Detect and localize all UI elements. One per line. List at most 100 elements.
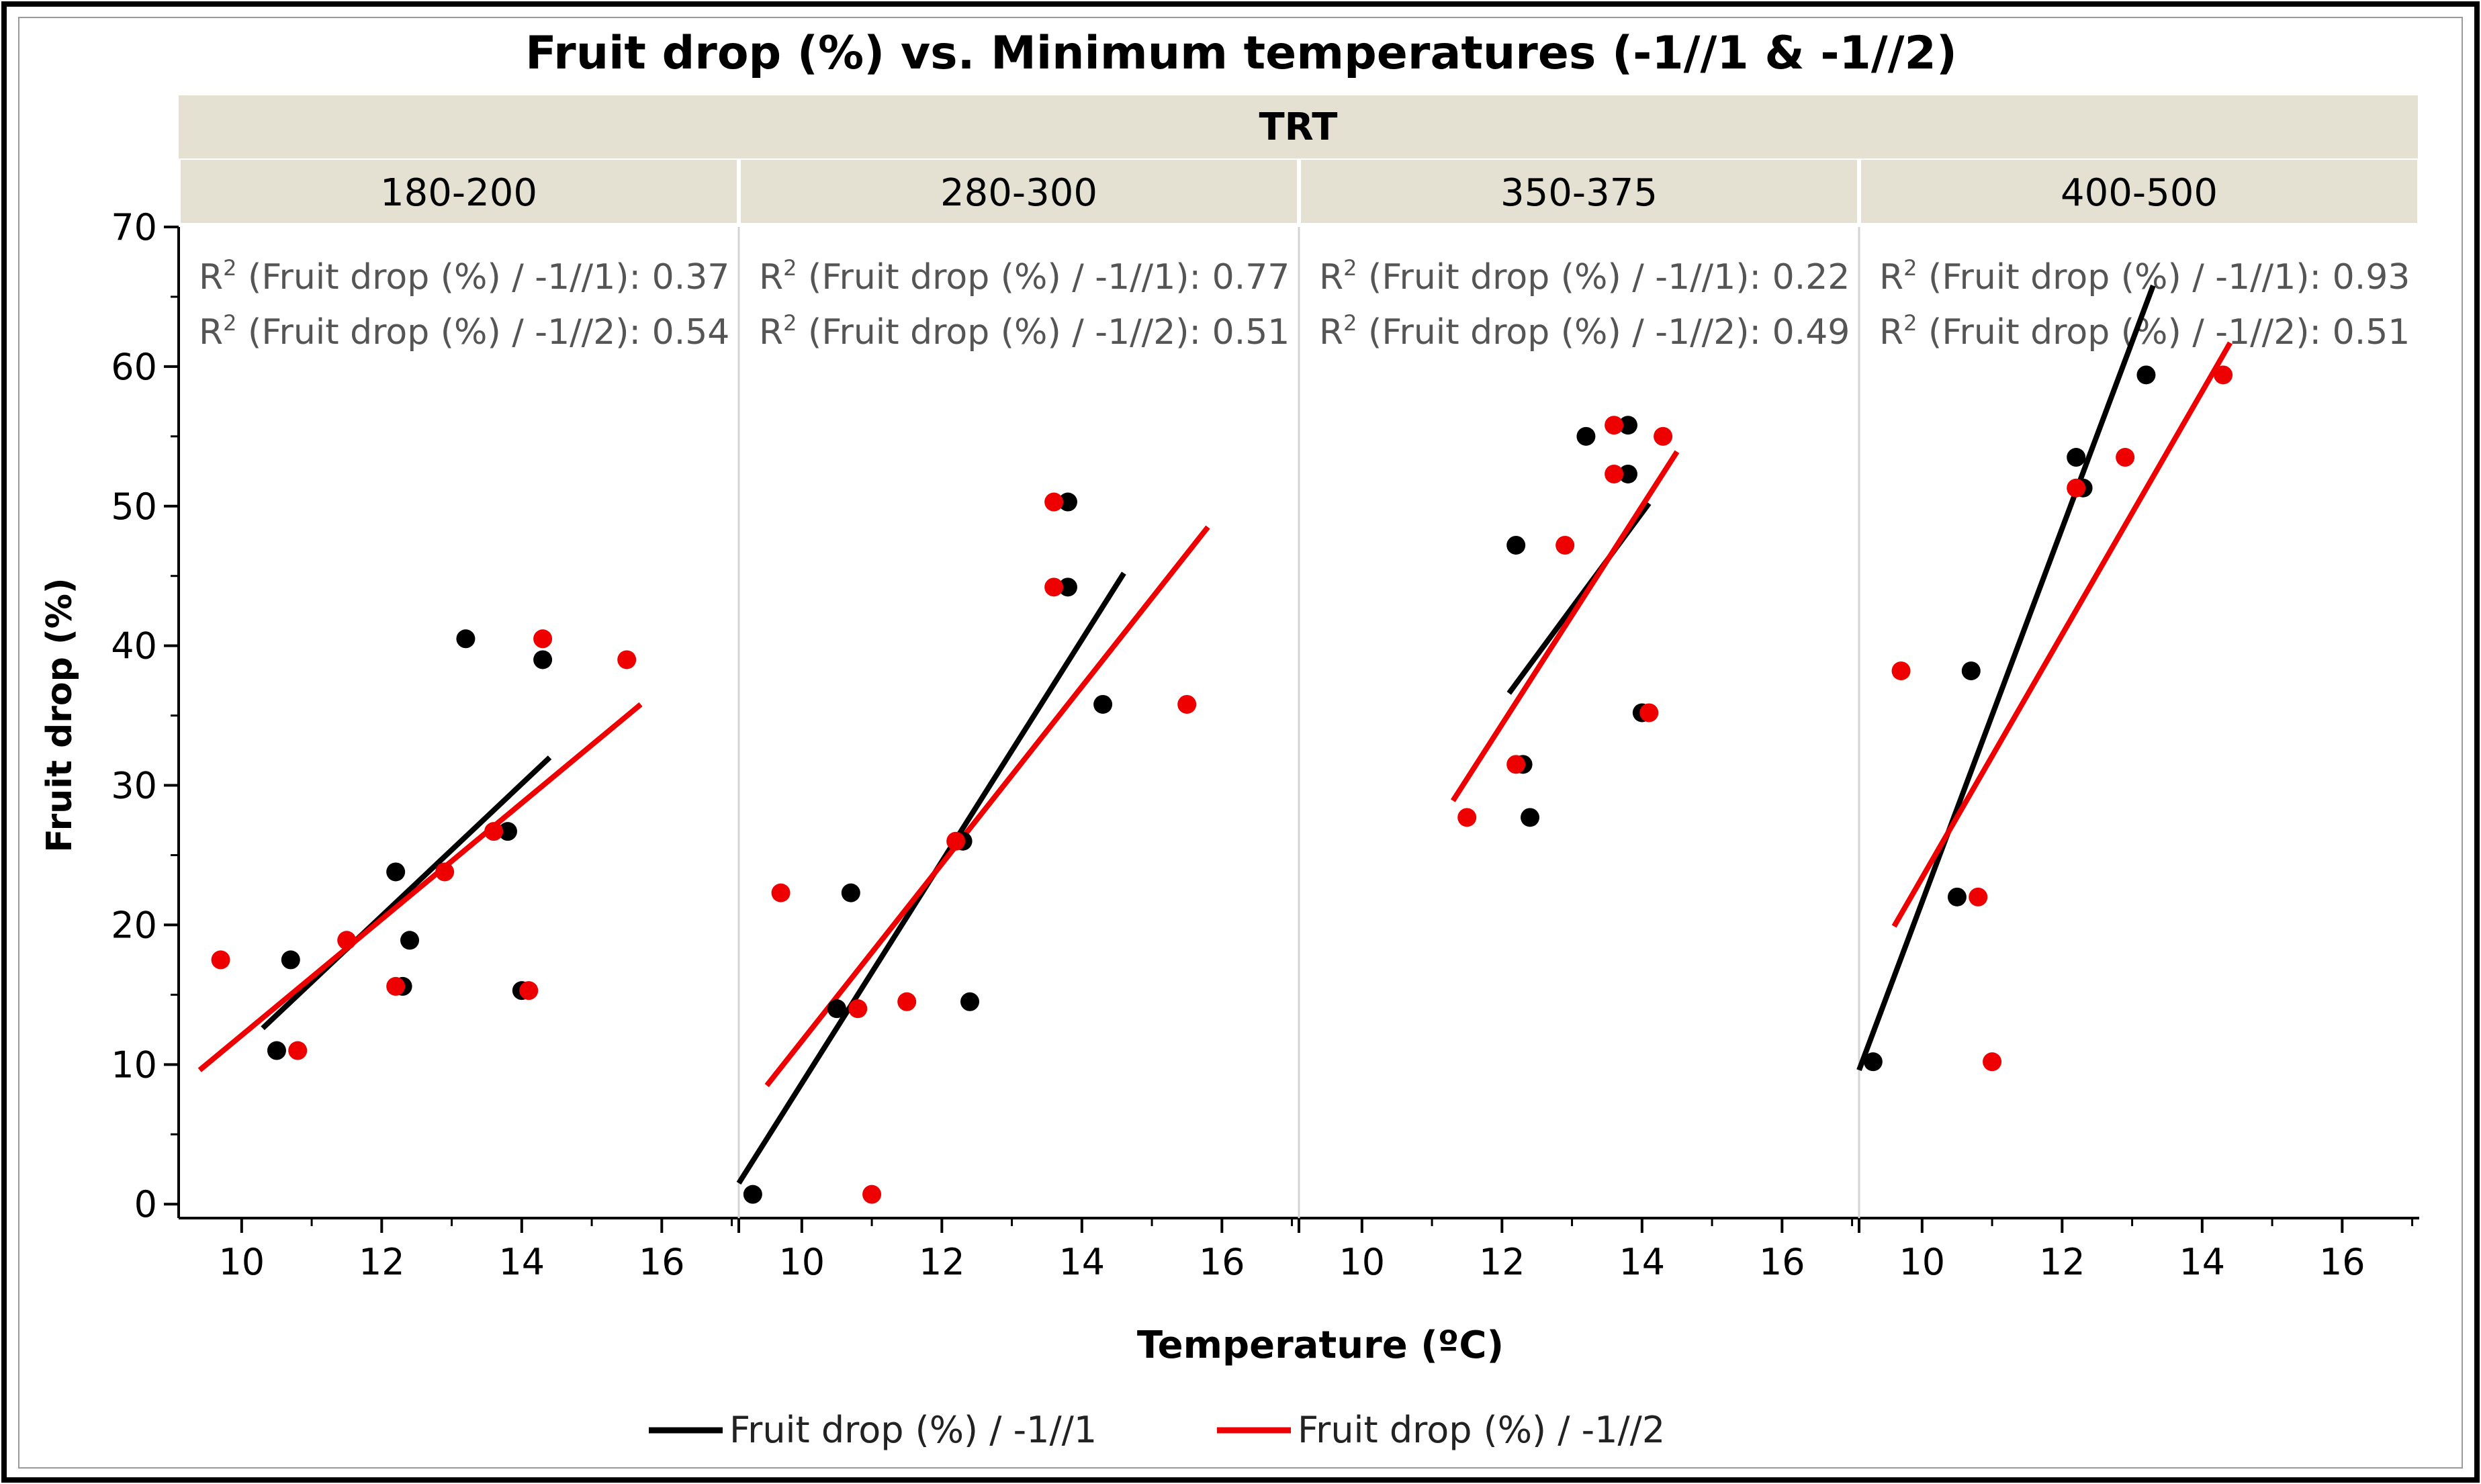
r2-annotation: R2 (Fruit drop (%) / -1//1): 0.93 [1879,255,2410,297]
point-s2 [288,1041,308,1060]
point-s2 [862,1185,882,1204]
point-s2 [1555,535,1575,555]
point-s1 [281,950,300,970]
point-s1 [1947,887,1967,907]
point-s1 [1058,492,1077,512]
point-s1 [386,862,406,882]
point-s2 [1177,694,1197,714]
point-s2 [1605,464,1624,483]
point-s1 [1961,661,1981,681]
x-tick-label: 16 [1199,1241,1245,1283]
panel-strip [181,160,737,223]
point-s2 [771,883,791,902]
r2-annotation: R2 (Fruit drop (%) / -1//1): 0.77 [759,255,1290,297]
point-s2 [1969,887,1988,907]
y-tick-label: 60 [111,346,157,388]
point-s2 [2067,478,2086,498]
point-s2 [1891,661,1911,681]
panel-strip [741,160,1297,223]
fit-line-s1 [1856,284,2156,1072]
group-header-label: TRT [1259,105,1337,149]
point-s2 [484,822,504,841]
x-tick-label: 16 [1759,1241,1805,1283]
point-s1 [1521,808,1540,827]
point-s1 [841,883,860,902]
point-s1 [533,650,553,669]
point-s2 [1044,492,1064,512]
point-s1 [1506,535,1526,555]
x-tick-label: 10 [1339,1241,1385,1283]
point-s1 [2067,448,2086,467]
fit-line-s2 [197,702,643,1072]
fit-line-s1 [261,755,552,1031]
point-s1 [400,931,420,950]
x-tick-label: 12 [919,1241,965,1283]
point-s2 [1654,426,1673,446]
point-s2 [2116,448,2135,467]
y-axis-label: Fruit drop (%) [40,577,80,852]
legend-label-s2: Fruit drop (%) / -1//2 [1298,1409,1665,1451]
r2-annotation: R2 (Fruit drop (%) / -1//2): 0.49 [1319,310,1850,353]
inner-border [18,17,2463,1469]
panel-strip [1301,160,1857,223]
x-tick-label: 16 [2319,1241,2365,1283]
point-s2 [337,931,357,950]
point-s1 [1093,694,1113,714]
x-tick-label: 14 [1058,1241,1105,1283]
y-tick-label: 70 [111,206,157,248]
point-s2 [897,992,917,1011]
point-s1 [1576,426,1596,446]
point-s2 [1457,808,1477,827]
y-tick-label: 10 [111,1044,157,1086]
point-s2 [848,999,868,1019]
chart-title: Fruit drop (%) vs. Minimum temperatures … [525,27,1957,80]
panel-label: 400-500 [2061,171,2218,215]
point-s1 [2136,365,2156,385]
x-tick-label: 14 [498,1241,545,1283]
point-s1 [960,992,980,1011]
panel-strip [1861,160,2417,223]
point-s2 [533,629,553,649]
y-tick-label: 0 [134,1183,157,1225]
point-s1 [827,999,846,1019]
point-s2 [2214,365,2233,385]
panel-label: 280-300 [940,171,1097,215]
fit-line-s2 [1450,450,1680,802]
point-s1 [743,1185,762,1204]
r2-annotation: R2 (Fruit drop (%) / -1//2): 0.54 [199,310,729,353]
fit-line-s2 [1891,341,2232,928]
y-tick-label: 40 [111,625,157,667]
x-tick-label: 10 [218,1241,265,1283]
point-s1 [1058,577,1077,597]
point-s2 [1983,1052,2002,1072]
r2-annotation: R2 (Fruit drop (%) / -1//1): 0.22 [1319,255,1850,297]
r2-annotation: R2 (Fruit drop (%) / -1//1): 0.37 [199,255,729,297]
point-s1 [267,1041,286,1060]
point-s2 [211,950,230,970]
point-s2 [1044,577,1064,597]
point-s2 [435,862,455,882]
y-tick-label: 30 [111,765,157,807]
x-tick-label: 14 [1619,1241,1665,1283]
x-tick-label: 12 [1479,1241,1525,1283]
point-s1 [1863,1052,1883,1072]
legend: Fruit drop (%) / -1//1 Fruit drop (%) / … [649,1409,1665,1451]
point-s1 [1618,416,1637,435]
panel-label: 350-375 [1500,171,1658,215]
point-s2 [1506,755,1526,774]
y-tick-label: 20 [111,904,157,946]
point-s2 [386,976,406,996]
point-s2 [1639,703,1659,723]
y-tick-label: 50 [111,485,157,528]
point-s1 [1618,464,1637,483]
x-axis-label: Temperature (ºC) [1137,1324,1504,1367]
legend-label-s1: Fruit drop (%) / -1//1 [729,1409,1097,1451]
point-s2 [617,650,637,669]
panel-label: 180-200 [380,171,537,215]
r2-annotation: R2 (Fruit drop (%) / -1//2): 0.51 [1879,310,2410,353]
point-s2 [519,981,539,1001]
group-header-bar [179,95,2418,158]
x-tick-label: 14 [2179,1241,2225,1283]
